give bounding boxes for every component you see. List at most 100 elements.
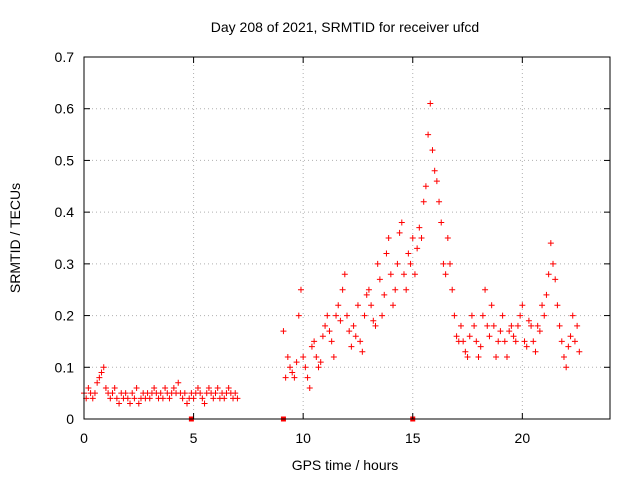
data-point <box>571 338 578 345</box>
data-point <box>394 260 401 267</box>
data-point <box>565 343 572 350</box>
data-point <box>398 219 405 226</box>
y-tick-label: 0.2 <box>55 308 75 324</box>
y-tick-label: 0.3 <box>55 256 75 272</box>
data-point <box>462 348 469 355</box>
axis-ticks: 0 0.1 0.2 0.3 0.4 0.5 0.6 0.7 0 5 10 15 20 <box>55 49 610 446</box>
data-point <box>550 260 557 267</box>
data-point <box>328 338 335 345</box>
data-point <box>517 312 524 319</box>
data-point <box>464 353 471 360</box>
data-point <box>317 359 324 366</box>
data-point <box>365 286 372 293</box>
data-point <box>102 384 109 391</box>
data-point <box>543 291 550 298</box>
data-point <box>300 353 307 360</box>
data-point <box>100 364 107 371</box>
data-point <box>495 338 502 345</box>
data-point <box>159 395 166 402</box>
data-point <box>339 286 346 293</box>
data-point <box>295 312 302 319</box>
data-point <box>425 131 432 138</box>
data-point <box>326 328 333 335</box>
data-point <box>473 338 480 345</box>
data-point <box>297 286 304 293</box>
data-point <box>308 343 315 350</box>
grid-lines <box>84 57 610 419</box>
data-point <box>409 235 416 241</box>
x-tick-label: 5 <box>190 430 198 446</box>
data-point <box>444 235 451 241</box>
data-point <box>374 260 381 267</box>
data-point <box>210 395 217 402</box>
data-point <box>370 317 377 324</box>
data-point <box>512 338 519 345</box>
data-point <box>558 338 565 345</box>
data-point <box>431 167 438 174</box>
data-point <box>422 183 429 190</box>
data-point <box>175 379 182 386</box>
data-point <box>486 333 493 340</box>
data-point <box>576 348 583 355</box>
data-point <box>194 384 201 391</box>
data-point <box>471 322 478 329</box>
data-point <box>519 302 526 309</box>
data-point <box>346 328 353 335</box>
data-point <box>284 353 291 360</box>
data-point <box>199 395 206 402</box>
data-point <box>166 395 173 402</box>
data-point <box>490 322 497 329</box>
data-point <box>311 338 318 345</box>
data-point <box>372 322 379 329</box>
data-point <box>451 312 458 319</box>
data-point <box>234 395 241 402</box>
data-point <box>514 322 521 329</box>
data-point <box>468 312 475 319</box>
x-tick-label: 10 <box>295 430 311 446</box>
data-point <box>508 322 515 329</box>
data-point <box>190 395 197 402</box>
data-point <box>131 395 138 402</box>
data-point <box>313 353 320 360</box>
data-point <box>205 384 212 391</box>
data-point <box>499 312 506 319</box>
data-point <box>479 312 486 319</box>
data-point <box>392 286 399 293</box>
data-point <box>184 400 191 407</box>
data-point <box>383 250 390 257</box>
data-point <box>457 322 464 329</box>
data-point <box>414 245 421 252</box>
data-point <box>396 229 403 236</box>
data-point <box>291 374 298 381</box>
data-point <box>560 353 567 360</box>
data-point <box>324 312 331 319</box>
data-point <box>438 219 445 226</box>
data-point <box>111 384 118 391</box>
data-point <box>390 302 397 309</box>
x-tick-label: 20 <box>515 430 531 446</box>
data-point <box>552 276 559 283</box>
data-point <box>124 395 131 402</box>
data-point <box>357 338 364 345</box>
data-point <box>197 390 204 397</box>
data-point <box>98 369 105 376</box>
data-point <box>482 286 489 293</box>
data-point <box>400 271 407 278</box>
data-point <box>385 235 392 241</box>
data-point <box>319 333 326 340</box>
data-point <box>113 395 120 402</box>
data-point <box>341 271 348 278</box>
data-point <box>89 395 96 402</box>
data-point <box>96 374 103 381</box>
data-point <box>348 343 355 350</box>
data-point <box>501 338 508 345</box>
data-point <box>133 384 140 391</box>
y-axis-label: SRMTID / TECUs <box>7 183 23 293</box>
data-point <box>436 198 443 205</box>
data-point <box>232 390 239 397</box>
data-point <box>547 240 554 247</box>
y-tick-label: 0.7 <box>55 49 75 65</box>
data-point <box>280 328 287 335</box>
data-point <box>135 400 142 407</box>
